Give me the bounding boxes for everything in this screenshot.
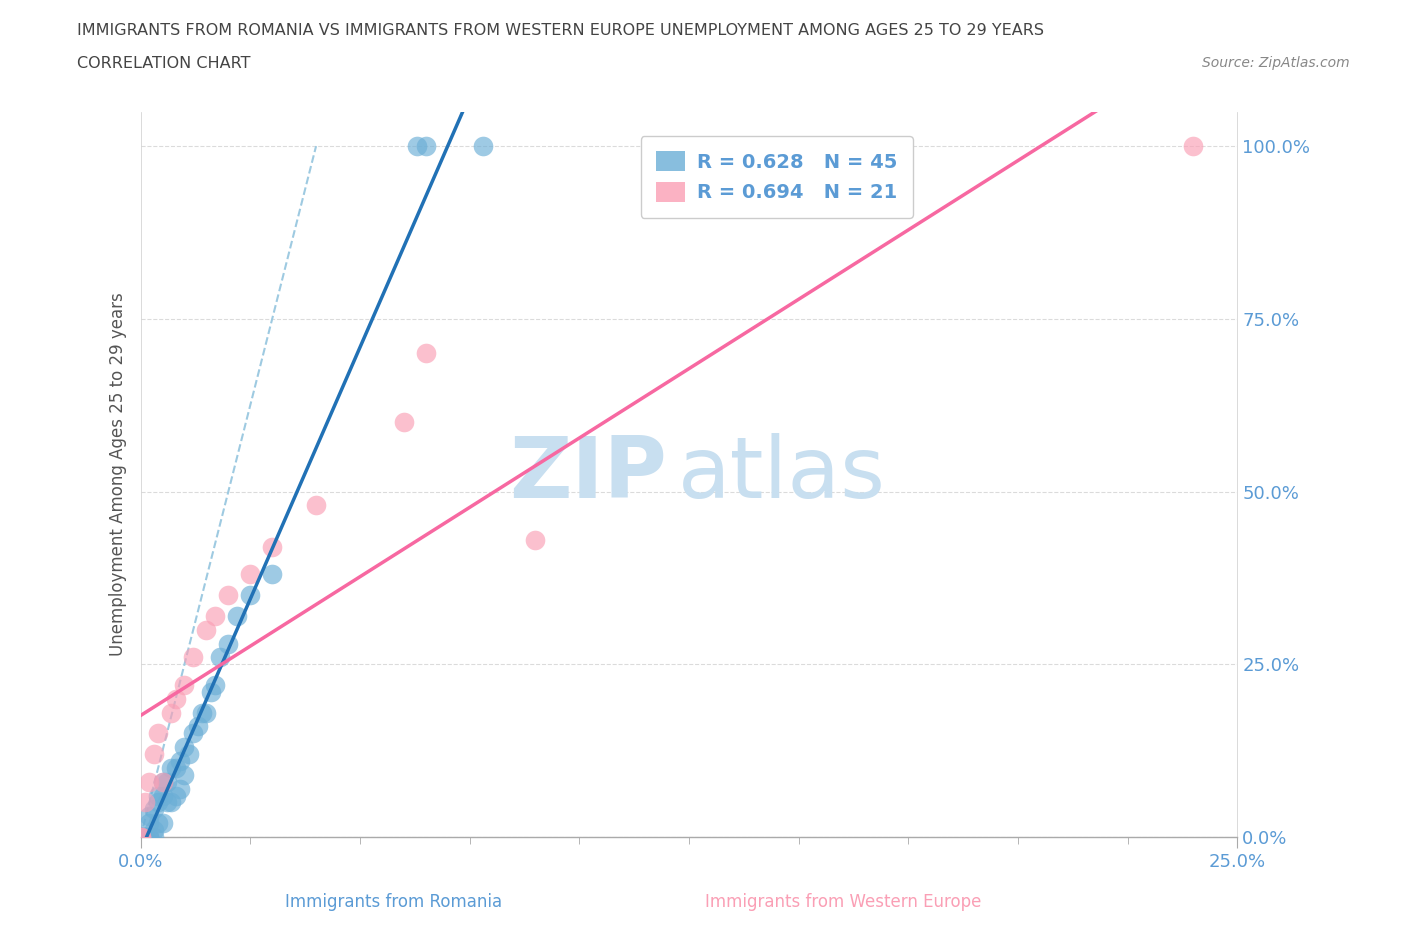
Point	[262, 539, 284, 554]
Point	[152, 775, 174, 790]
Point	[138, 809, 160, 824]
Point	[152, 775, 174, 790]
Point	[138, 775, 160, 790]
Point	[169, 781, 191, 796]
Point	[129, 830, 152, 844]
Point	[146, 788, 169, 803]
Point	[187, 719, 209, 734]
Point	[146, 726, 169, 741]
Y-axis label: Unemployment Among Ages 25 to 29 years: Unemployment Among Ages 25 to 29 years	[108, 292, 127, 657]
Point	[138, 830, 160, 844]
Point	[138, 830, 160, 844]
Point	[200, 684, 222, 699]
Text: Immigrants from Romania: Immigrants from Romania	[285, 893, 502, 910]
Point	[195, 705, 218, 720]
Text: IMMIGRANTS FROM ROMANIA VS IMMIGRANTS FROM WESTERN EUROPE UNEMPLOYMENT AMONG AGE: IMMIGRANTS FROM ROMANIA VS IMMIGRANTS FR…	[77, 23, 1045, 38]
Point	[217, 588, 239, 603]
Point	[392, 415, 415, 430]
Point	[181, 650, 204, 665]
Point	[406, 139, 429, 153]
Point	[134, 795, 156, 810]
Text: Source: ZipAtlas.com: Source: ZipAtlas.com	[1202, 56, 1350, 70]
Point	[142, 802, 165, 817]
Point	[142, 830, 165, 844]
Point	[524, 533, 547, 548]
Point	[415, 139, 437, 153]
Point	[129, 830, 152, 844]
Point	[239, 567, 262, 582]
Point	[1182, 139, 1205, 153]
Point	[160, 705, 183, 720]
Point	[129, 830, 152, 844]
Legend: R = 0.628   N = 45, R = 0.694   N = 21: R = 0.628 N = 45, R = 0.694 N = 21	[641, 136, 912, 218]
Point	[226, 608, 249, 623]
Point	[156, 775, 179, 790]
Point	[305, 498, 328, 512]
Text: CORRELATION CHART: CORRELATION CHART	[77, 56, 250, 71]
Point	[173, 739, 195, 754]
Point	[415, 346, 437, 361]
Point	[152, 816, 174, 830]
Point	[165, 788, 187, 803]
Point	[169, 753, 191, 768]
Point	[165, 761, 187, 776]
Text: Immigrants from Western Europe: Immigrants from Western Europe	[706, 893, 981, 910]
Point	[173, 767, 195, 782]
Point	[217, 636, 239, 651]
Point	[138, 816, 160, 830]
Point	[146, 795, 169, 810]
Point	[129, 830, 152, 844]
Point	[134, 830, 156, 844]
Text: ZIP: ZIP	[509, 432, 666, 516]
Text: atlas: atlas	[678, 432, 886, 516]
Point	[146, 816, 169, 830]
Point	[129, 830, 152, 844]
Point	[208, 650, 231, 665]
Point	[156, 795, 179, 810]
Point	[134, 830, 156, 844]
Point	[129, 830, 152, 844]
Point	[204, 678, 226, 693]
Point	[191, 705, 214, 720]
Point	[129, 830, 152, 844]
Point	[262, 567, 284, 582]
Point	[471, 139, 494, 153]
Point	[142, 747, 165, 762]
Point	[181, 726, 204, 741]
Point	[173, 678, 195, 693]
Point	[134, 830, 156, 844]
Point	[165, 691, 187, 706]
Point	[239, 588, 262, 603]
Point	[160, 795, 183, 810]
Point	[160, 761, 183, 776]
Point	[195, 622, 218, 637]
Point	[142, 823, 165, 838]
Point	[152, 788, 174, 803]
Point	[134, 830, 156, 844]
Point	[177, 747, 200, 762]
Point	[204, 608, 226, 623]
